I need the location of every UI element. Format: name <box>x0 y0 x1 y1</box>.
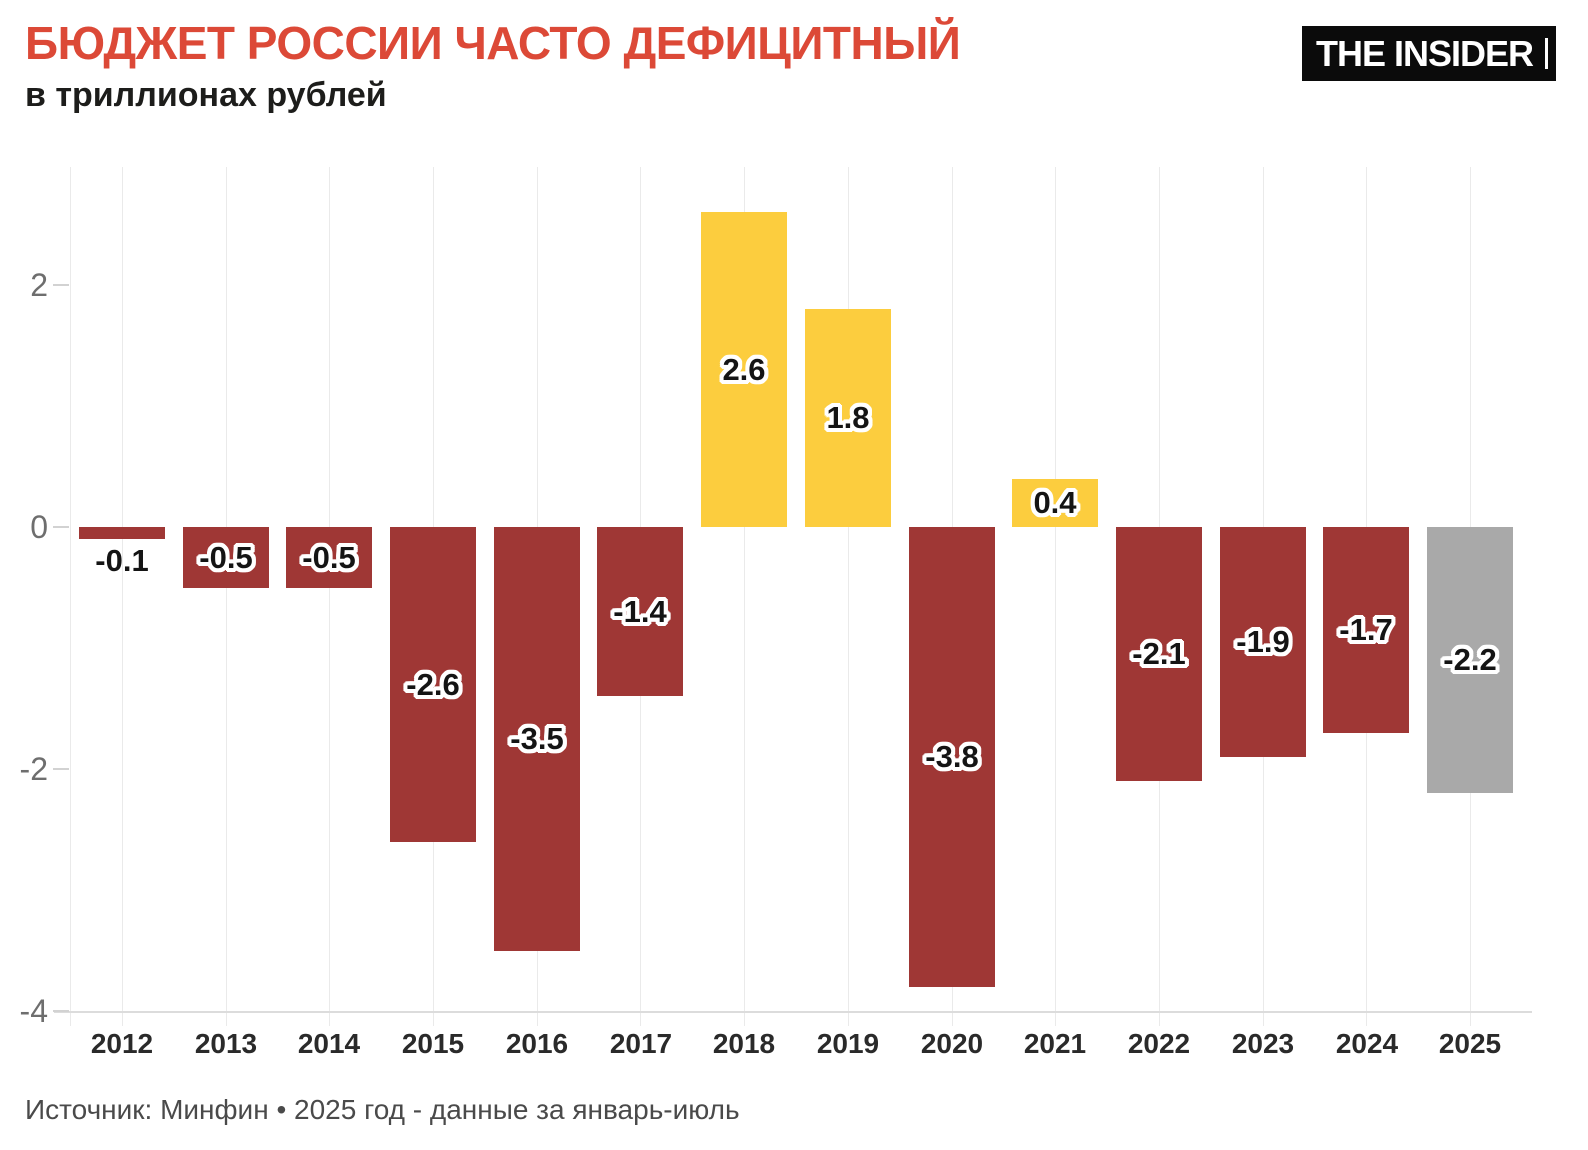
x-axis-label: 2022 <box>1127 1028 1191 1059</box>
x-axis-label: 2017 <box>609 1028 673 1059</box>
bar-value-label: -1.4 <box>613 594 667 629</box>
bar-2014 <box>286 527 372 588</box>
vertical-gridline <box>848 167 849 1026</box>
x-axis-label: 2018 <box>712 1028 776 1059</box>
y-tick-label: -2 <box>19 751 48 787</box>
bar-2012 <box>79 527 165 539</box>
vertical-gridline <box>744 167 745 1026</box>
bar-2019 <box>805 309 891 527</box>
bar-value-label: -2.2 <box>1443 642 1497 677</box>
bar-2021 <box>1012 479 1098 527</box>
logo-text: THE INSIDER <box>1316 32 1534 74</box>
chart-subtitle: в триллионах рублей <box>25 76 387 114</box>
bar-value-label: -2.6 <box>406 667 460 702</box>
y-tick-dash <box>53 284 69 286</box>
x-axis-label: 2012 <box>90 1028 154 1059</box>
x-axis-label: 2021 <box>1023 1028 1087 1059</box>
x-axis-label: 2025 <box>1438 1028 1502 1059</box>
y-tick-label: -4 <box>19 993 48 1029</box>
source-note: Источник: Минфин • 2025 год - данные за … <box>25 1094 740 1125</box>
bar-value-label: -3.5 <box>510 721 564 756</box>
x-axis-label: 2019 <box>816 1028 880 1059</box>
bar-value-label: -0.1 <box>95 543 149 578</box>
y-tick-dash <box>53 1010 69 1012</box>
bar-value-label: -3.8 <box>925 739 979 774</box>
bar-value-label: -1.7 <box>1339 612 1393 647</box>
bar-value-label: -0.5 <box>302 540 356 575</box>
vertical-gridline <box>226 167 227 1026</box>
vertical-gridline <box>122 167 123 1026</box>
logo-cursor-bar <box>1545 38 1548 69</box>
vertical-gridline <box>329 167 330 1026</box>
bar-2023 <box>1220 527 1306 757</box>
x-axis-label: 2023 <box>1231 1028 1295 1059</box>
bar-2013 <box>183 527 269 588</box>
bar-2022 <box>1116 527 1202 781</box>
x-axis-baseline <box>54 1011 1532 1013</box>
the-insider-logo: THE INSIDER <box>1302 26 1556 81</box>
bar-2020 <box>909 527 995 987</box>
bar-2018 <box>701 212 787 527</box>
x-axis-label: 2013 <box>194 1028 258 1059</box>
y-tick-label: 0 <box>30 509 48 545</box>
bar-value-label: 1.8 <box>826 400 870 435</box>
y-tick-dash <box>53 768 69 770</box>
bar-value-label: 2.6 <box>722 352 766 387</box>
x-axis-label: 2015 <box>401 1028 465 1059</box>
vertical-gridline <box>1055 167 1056 1026</box>
x-axis-label: 2020 <box>920 1028 984 1059</box>
bar-2025 <box>1427 527 1513 793</box>
y-tick-label: 2 <box>30 267 48 303</box>
bar-2017 <box>597 527 683 696</box>
bar-value-label: -1.9 <box>1236 624 1290 659</box>
bar-2024 <box>1323 527 1409 733</box>
x-axis-label: 2016 <box>505 1028 569 1059</box>
bar-value-label: 0.4 <box>1033 485 1077 520</box>
bar-2016 <box>494 527 580 951</box>
bar-value-label: -2.1 <box>1132 636 1186 671</box>
bar-value-label: -0.5 <box>199 540 253 575</box>
vertical-gridline <box>70 167 71 1026</box>
chart-title: БЮДЖЕТ РОССИИ ЧАСТО ДЕФИЦИТНЫЙ <box>25 17 961 69</box>
x-axis-label: 2024 <box>1335 1028 1399 1059</box>
y-tick-dash <box>53 526 69 528</box>
x-axis-label: 2014 <box>297 1028 361 1059</box>
bar-2015 <box>390 527 476 842</box>
